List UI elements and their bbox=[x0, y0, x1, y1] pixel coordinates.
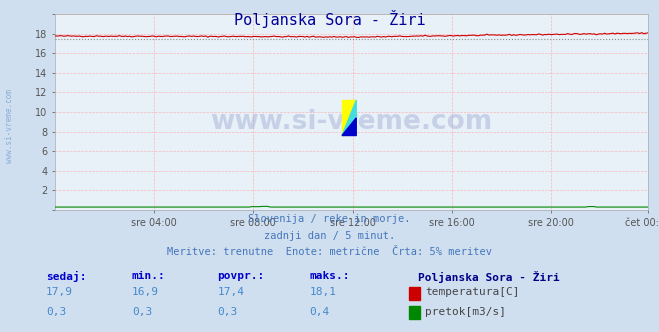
Text: maks.:: maks.: bbox=[310, 271, 350, 281]
Text: 0,3: 0,3 bbox=[217, 307, 238, 317]
Text: 18,1: 18,1 bbox=[310, 287, 337, 297]
Text: zadnji dan / 5 minut.: zadnji dan / 5 minut. bbox=[264, 231, 395, 241]
Text: 16,9: 16,9 bbox=[132, 287, 159, 297]
Text: temperatura[C]: temperatura[C] bbox=[425, 287, 519, 297]
Text: 0,3: 0,3 bbox=[46, 307, 67, 317]
Text: 0,4: 0,4 bbox=[310, 307, 330, 317]
Text: 0,3: 0,3 bbox=[132, 307, 152, 317]
Polygon shape bbox=[342, 100, 357, 135]
Text: min.:: min.: bbox=[132, 271, 165, 281]
Text: Meritve: trenutne  Enote: metrične  Črta: 5% meritev: Meritve: trenutne Enote: metrične Črta: … bbox=[167, 247, 492, 257]
Polygon shape bbox=[342, 100, 357, 135]
Text: povpr.:: povpr.: bbox=[217, 271, 265, 281]
Text: 17,4: 17,4 bbox=[217, 287, 244, 297]
Text: 17,9: 17,9 bbox=[46, 287, 73, 297]
Text: www.si-vreme.com: www.si-vreme.com bbox=[5, 89, 14, 163]
Text: Slovenija / reke in morje.: Slovenija / reke in morje. bbox=[248, 214, 411, 224]
Text: Poljanska Sora - Žiri: Poljanska Sora - Žiri bbox=[234, 10, 425, 28]
Text: Poljanska Sora - Žiri: Poljanska Sora - Žiri bbox=[418, 271, 560, 283]
Text: www.si-vreme.com: www.si-vreme.com bbox=[210, 109, 493, 135]
Text: pretok[m3/s]: pretok[m3/s] bbox=[425, 307, 506, 317]
Text: sedaj:: sedaj: bbox=[46, 271, 86, 282]
Polygon shape bbox=[342, 118, 357, 135]
